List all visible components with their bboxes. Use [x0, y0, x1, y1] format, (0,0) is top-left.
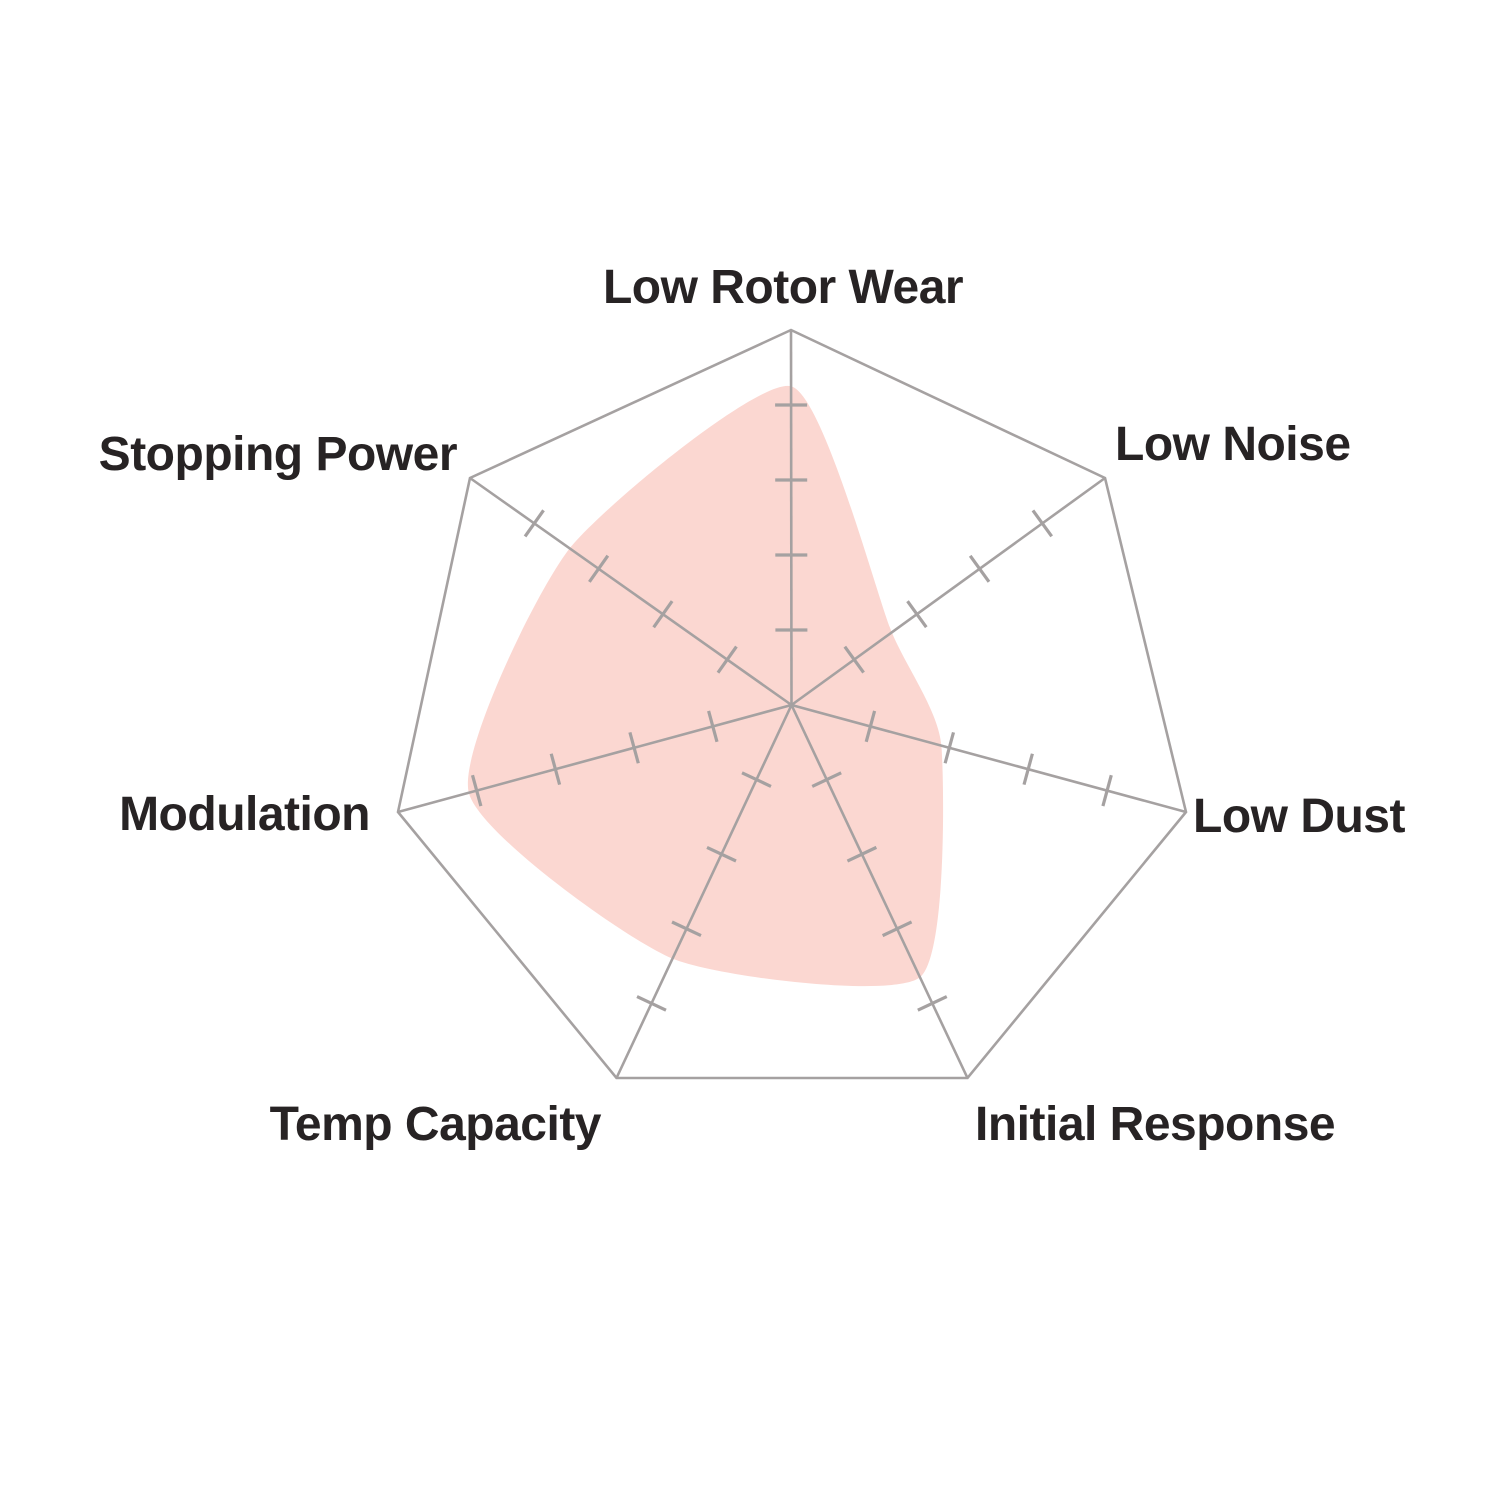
- tick-mark: [1101, 774, 1113, 807]
- tick-mark: [881, 920, 913, 938]
- tick-mark: [636, 995, 667, 1012]
- spoke-line: [397, 703, 792, 814]
- axis-label-layer: Low Rotor Wear Low Noise Low Dust Initia…: [99, 261, 1406, 1151]
- spoke-line: [469, 476, 793, 707]
- axis-label-stopping-power: Stopping Power: [99, 428, 457, 481]
- grid-layer: [396, 328, 1188, 1080]
- spoke-line: [791, 703, 1187, 814]
- tick-mark: [968, 554, 991, 583]
- tick-mark: [906, 600, 928, 629]
- tick-mark: [628, 731, 640, 764]
- tick-mark: [843, 645, 865, 674]
- axis-label-initial-response: Initial Response: [975, 1098, 1335, 1151]
- tick-mark: [549, 753, 562, 786]
- tick-mark: [707, 710, 719, 743]
- tick-mark: [523, 509, 545, 538]
- tick-mark: [741, 771, 772, 788]
- data-polygon: [467, 385, 944, 987]
- tick-mark: [1022, 753, 1034, 786]
- axis-label-temp-capacity: Temp Capacity: [270, 1098, 602, 1151]
- tick-mark: [706, 845, 737, 863]
- tick-mark: [811, 771, 842, 788]
- tick-mark: [846, 845, 878, 863]
- tick-mark: [588, 554, 610, 583]
- spoke-line: [789, 329, 793, 706]
- heptagon-outline: [396, 328, 1188, 1080]
- tick-mark: [943, 731, 956, 764]
- axis-label-modulation: Modulation: [119, 788, 370, 841]
- axis-label-low-noise: Low Noise: [1115, 418, 1351, 471]
- spoke-line: [790, 704, 969, 1079]
- spoke-line: [615, 704, 793, 1079]
- tick-mark: [917, 995, 948, 1012]
- axis-label-low-rotor-wear: Low Rotor Wear: [603, 261, 963, 314]
- tick-mark: [716, 645, 738, 674]
- tick-mark: [470, 774, 483, 807]
- axis-label-low-dust: Low Dust: [1193, 790, 1405, 843]
- tick-mark: [864, 710, 877, 743]
- tick-mark: [1031, 509, 1053, 538]
- tick-mark: [652, 600, 674, 629]
- tick-mark: [671, 920, 702, 938]
- spoke-line: [790, 476, 1106, 707]
